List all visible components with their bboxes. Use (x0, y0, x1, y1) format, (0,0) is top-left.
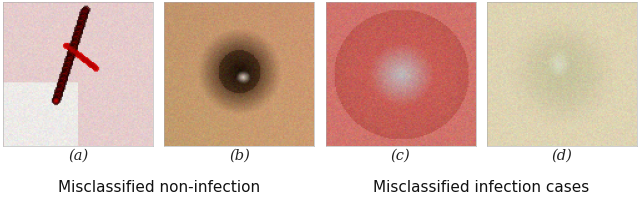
Text: (b): (b) (229, 148, 250, 162)
Text: Misclassified infection cases: Misclassified infection cases (373, 180, 589, 194)
Text: (a): (a) (68, 148, 88, 162)
Text: (d): (d) (552, 148, 572, 162)
Text: Misclassified non-infection: Misclassified non-infection (58, 180, 260, 194)
Text: (c): (c) (391, 148, 410, 162)
